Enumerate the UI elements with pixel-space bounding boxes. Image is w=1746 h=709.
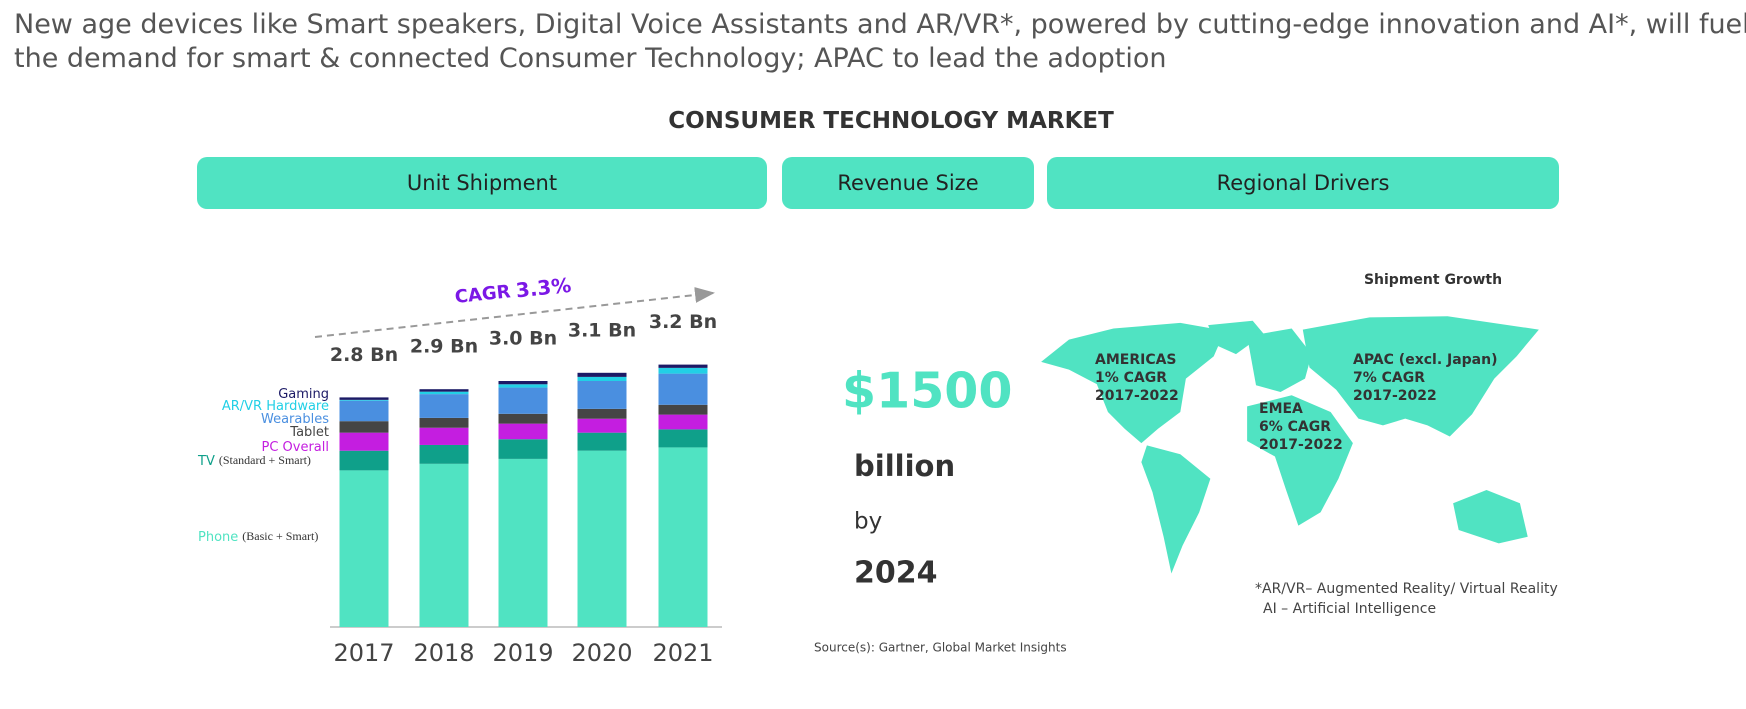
- legend-name: Phone: [198, 530, 238, 545]
- total-label: 2.9 Bn: [410, 336, 478, 358]
- bar-segment: [658, 364, 708, 368]
- x-tick-label: 2021: [652, 639, 713, 667]
- revenue-year: 2024: [854, 556, 938, 591]
- legend-name: Wearables: [261, 412, 329, 427]
- legend-name: AR/VR Hardware: [222, 399, 329, 414]
- bar-segment: [419, 444, 469, 464]
- total-label: 2.8 Bn: [330, 344, 398, 366]
- bar-segment: [419, 394, 469, 418]
- bar-segment: [419, 427, 469, 445]
- bar-segment: [419, 389, 469, 392]
- bar-segment: [498, 423, 548, 440]
- region-label: AMERICAS: [1095, 352, 1177, 368]
- revenue-unit: billion: [854, 449, 955, 483]
- tab[interactable]: Regional Drivers: [1047, 157, 1559, 209]
- bar-segment: [339, 470, 389, 627]
- legend-entry: Tablet: [289, 425, 329, 440]
- bar-segment: [577, 376, 627, 381]
- cagr-arrow: [314, 287, 715, 338]
- cagr-value: 3.3%: [515, 272, 573, 302]
- region-label: EMEA: [1259, 401, 1303, 417]
- x-tick-label: 2019: [492, 639, 553, 667]
- total-label: 3.1 Bn: [568, 319, 636, 341]
- legend-name: PC Overall: [261, 440, 329, 455]
- region-label: 2017-2022: [1259, 437, 1343, 453]
- legend-entry: Phone (Basic + Smart): [198, 529, 318, 545]
- footnote: *AR/VR– Augmented Reality/ Virtual Reali…: [1255, 581, 1558, 597]
- bar-segment: [339, 397, 389, 400]
- legend-entry: PC Overall: [261, 440, 329, 455]
- bar-segment: [498, 387, 548, 414]
- footnote: AI – Artificial Intelligence: [1263, 601, 1436, 617]
- legend-entry: Wearables: [261, 412, 329, 427]
- bar-segment: [498, 381, 548, 385]
- legend-note: (Standard + Smart): [219, 453, 311, 467]
- bar-segment: [498, 384, 548, 388]
- x-tick-label: 2018: [413, 639, 474, 667]
- bar-segment: [577, 450, 627, 627]
- map-title: Shipment Growth: [1364, 272, 1502, 288]
- region-label: 2017-2022: [1095, 388, 1179, 404]
- tab[interactable]: Revenue Size: [782, 157, 1034, 209]
- cagr-label: CAGR: [454, 281, 512, 308]
- legend-name: Gaming: [278, 387, 329, 402]
- section-title: CONSUMER TECHNOLOGY MARKET: [668, 108, 1114, 134]
- world-map: [1041, 316, 1539, 574]
- legend-note: (Basic + Smart): [242, 529, 318, 543]
- legend-entry: Gaming: [278, 387, 329, 402]
- bar-segment: [339, 400, 389, 422]
- legend-name: Tablet: [289, 425, 329, 440]
- region-label: 6% CAGR: [1259, 419, 1331, 435]
- region-label: 7% CAGR: [1353, 370, 1425, 386]
- header-title: New age devices like Smart speakers, Dig…: [14, 8, 1746, 76]
- bar-segment: [658, 429, 708, 448]
- bar-segment: [658, 373, 708, 405]
- cagr-annotation: CAGR 3.3%: [454, 272, 573, 308]
- bar-segment: [339, 399, 389, 401]
- bar-segment: [658, 367, 708, 374]
- title-line: the demand for smart & connected Consume…: [14, 43, 1167, 74]
- bar-segment: [498, 458, 548, 627]
- tab[interactable]: Unit Shipment: [197, 157, 767, 209]
- revenue-by: by: [854, 509, 882, 535]
- bar-segment: [419, 417, 469, 428]
- x-tick-label: 2020: [571, 639, 632, 667]
- bar-segment: [658, 414, 708, 430]
- total-label: 3.0 Bn: [489, 328, 557, 350]
- legend-entry: AR/VR Hardware: [222, 399, 329, 414]
- region-label: APAC (excl. Japan): [1353, 352, 1498, 368]
- bar-segment: [339, 450, 389, 471]
- legend-entry: TV (Standard + Smart): [197, 453, 311, 469]
- region-label: 1% CAGR: [1095, 370, 1167, 386]
- legend-name: TV: [197, 454, 215, 469]
- bar-segment: [498, 439, 548, 459]
- bar-segment: [577, 408, 627, 419]
- source: Source(s): Gartner, Global Market Insigh…: [814, 641, 1067, 655]
- bar-segment: [658, 404, 708, 415]
- total-label: 3.2 Bn: [649, 311, 717, 333]
- bar-segment: [419, 463, 469, 627]
- revenue-amount: $1500: [842, 363, 1012, 420]
- bar-segment: [577, 381, 627, 409]
- region-label: 2017-2022: [1353, 388, 1437, 404]
- bar-segment: [419, 391, 469, 395]
- bar-segment: [498, 413, 548, 424]
- bar-segment: [577, 418, 627, 433]
- bar-segment: [577, 432, 627, 451]
- bar-segment: [658, 447, 708, 627]
- x-tick-label: 2017: [333, 639, 394, 667]
- bar-segment: [577, 372, 627, 377]
- bar-segment: [339, 421, 389, 433]
- bar-segment: [339, 432, 389, 451]
- title-line: New age devices like Smart speakers, Dig…: [14, 9, 1746, 40]
